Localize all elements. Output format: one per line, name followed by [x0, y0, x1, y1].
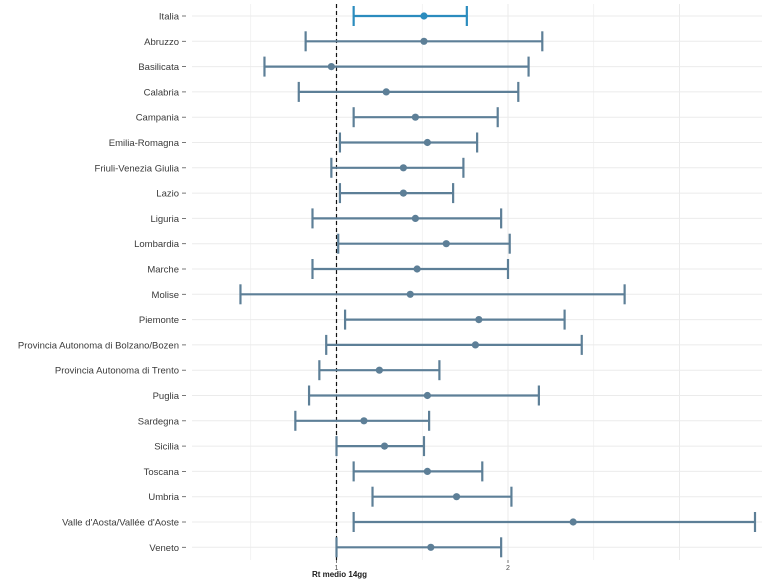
point-estimate — [423, 391, 431, 400]
category-label: Campania — [136, 113, 180, 124]
category-label: Abruzzo — [144, 37, 179, 48]
category-label: Friuli-Venezia Giulia — [95, 163, 180, 174]
point-estimate — [382, 88, 390, 96]
category-label: Lombardia — [134, 239, 180, 250]
point-estimate — [452, 493, 461, 501]
point-estimate — [423, 467, 431, 475]
category-label: Liguria — [150, 214, 179, 225]
point-estimate — [380, 442, 389, 450]
category-label: Provincia Autonoma di Trento — [55, 366, 179, 377]
category-label: Sardegna — [138, 416, 180, 427]
category-label: Toscana — [144, 467, 180, 478]
point-estimate — [569, 518, 577, 526]
point-estimate — [471, 341, 480, 349]
category-label: Emilia-Romagna — [109, 138, 180, 149]
x-tick-label: 2 — [506, 565, 510, 572]
point-estimate — [406, 290, 414, 298]
category-label: Piemonte — [139, 315, 179, 326]
point-estimate — [399, 164, 407, 172]
point-estimate — [411, 214, 419, 222]
point-estimate — [399, 189, 407, 197]
category-label: Italia — [159, 12, 180, 23]
point-estimate — [427, 543, 435, 551]
category-label: Puglia — [153, 391, 180, 402]
category-label: Marche — [147, 265, 179, 276]
point-estimate — [423, 138, 431, 147]
point-estimate — [327, 63, 335, 71]
point-estimate — [413, 265, 421, 273]
plot-panel — [192, 4, 762, 560]
category-label: Veneto — [149, 543, 179, 554]
category-label: Calabria — [144, 87, 180, 98]
category-label: Lazio — [156, 189, 179, 200]
category-label: Sicilia — [154, 442, 180, 453]
x-axis-title: Rt medio 14gg — [312, 570, 367, 579]
point-estimate — [442, 240, 450, 248]
point-estimate — [375, 366, 383, 374]
category-label: Molise — [152, 290, 179, 301]
point-estimate — [360, 417, 368, 425]
category-label: Umbria — [148, 492, 179, 503]
category-label: Basilicata — [138, 62, 179, 73]
point-estimate — [475, 316, 483, 324]
x-tick-label: 1 — [335, 565, 339, 572]
point-estimate — [420, 12, 428, 20]
category-label: Valle d'Aosta/Vallée d'Aoste — [62, 518, 179, 529]
category-label: Provincia Autonoma di Bolzano/Bozen — [18, 340, 179, 351]
point-estimate — [411, 113, 419, 121]
point-estimate — [420, 37, 428, 45]
